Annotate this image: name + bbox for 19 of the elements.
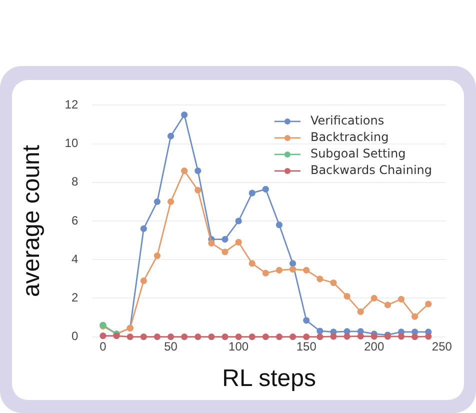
x-tick-label: 0 <box>100 339 107 354</box>
x-tick-label: 200 <box>364 339 384 354</box>
y-tick-label: 6 <box>71 213 78 228</box>
y-tick-label: 12 <box>64 98 78 112</box>
x-tick-label: 250 <box>432 339 452 354</box>
y-tick-label: 8 <box>71 174 78 189</box>
x-tick-label: 100 <box>228 339 249 354</box>
legend-label: Backwards Chaining <box>310 163 432 178</box>
legend-label: Backtracking <box>310 130 389 144</box>
legend-label: Verifications <box>310 114 384 128</box>
legend-label: Subgoal Setting <box>310 146 406 161</box>
y-tick-label: 10 <box>64 136 78 150</box>
y-tick-label: 0 <box>71 329 78 344</box>
x-tick-label: 50 <box>164 339 178 354</box>
x-axis-title: RL steps <box>222 365 316 392</box>
x-tick-label: 150 <box>296 339 317 354</box>
y-tick-label: 4 <box>71 252 78 266</box>
y-tick-label: 2 <box>71 290 78 305</box>
y-axis-title: average count <box>18 144 46 298</box>
